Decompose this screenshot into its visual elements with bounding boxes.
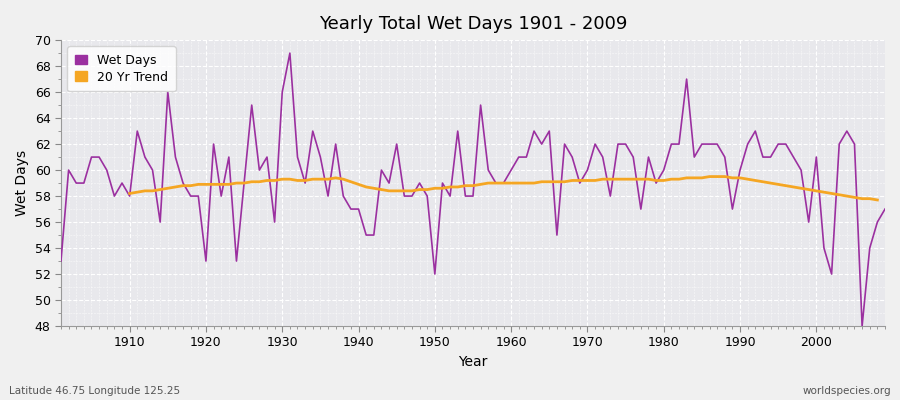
20 Yr Trend (719, 174, 730, 179)
20 Yr Trend (124, 191, 135, 196)
Wet Days (879, 207, 890, 212)
X-axis label: Year: Year (458, 355, 488, 369)
Wet Days (857, 324, 868, 328)
20 Yr Trend (521, 181, 532, 186)
Text: Latitude 46.75 Longitude 125.25: Latitude 46.75 Longitude 125.25 (9, 386, 180, 396)
Legend: Wet Days, 20 Yr Trend: Wet Days, 20 Yr Trend (68, 46, 176, 91)
Title: Yearly Total Wet Days 1901 - 2009: Yearly Total Wet Days 1901 - 2009 (319, 15, 627, 33)
Wet Days (117, 181, 128, 186)
20 Yr Trend (300, 178, 310, 183)
Line: Wet Days: Wet Days (61, 53, 885, 326)
Wet Days (506, 168, 517, 172)
Wet Days (292, 155, 303, 160)
Line: 20 Yr Trend: 20 Yr Trend (130, 176, 878, 200)
Wet Days (56, 259, 67, 264)
Wet Days (513, 155, 524, 160)
20 Yr Trend (498, 181, 508, 186)
Wet Days (338, 194, 348, 198)
20 Yr Trend (872, 198, 883, 202)
20 Yr Trend (704, 174, 715, 179)
Text: worldspecies.org: worldspecies.org (803, 386, 891, 396)
Wet Days (284, 51, 295, 56)
Wet Days (605, 194, 616, 198)
Y-axis label: Wet Days: Wet Days (15, 150, 29, 216)
20 Yr Trend (353, 182, 364, 187)
20 Yr Trend (322, 177, 333, 182)
